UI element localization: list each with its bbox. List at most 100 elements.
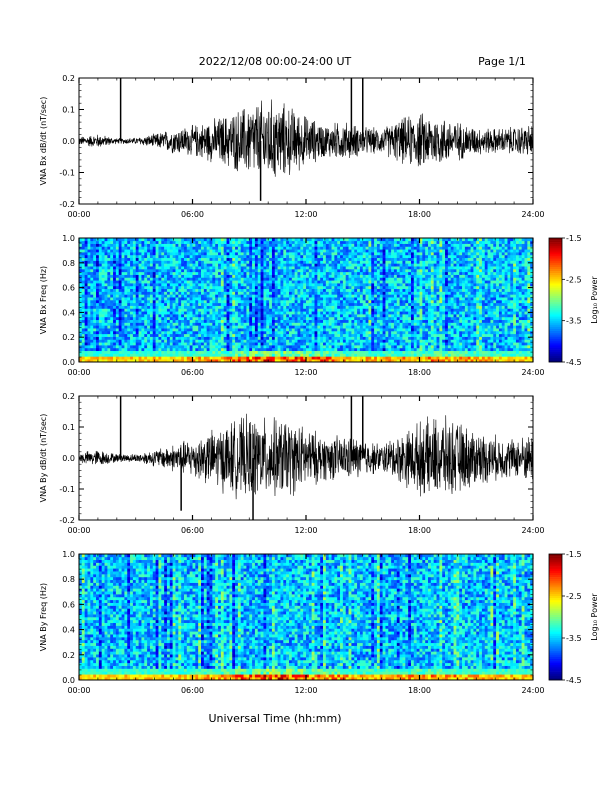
heatmap-cell <box>254 311 259 315</box>
heatmap-cell <box>235 266 239 270</box>
heatmap-cell <box>215 246 219 250</box>
x-tick-label: 06:00 <box>181 210 204 219</box>
heatmap-cell <box>254 331 259 335</box>
heatmap-cell <box>334 314 338 318</box>
heatmap-cell <box>337 240 341 244</box>
heatmap-cell <box>98 345 102 349</box>
heatmap-cell <box>226 260 230 264</box>
heatmap-cell <box>169 302 173 306</box>
heatmap-cell <box>203 331 207 335</box>
heatmap-cell <box>212 269 216 273</box>
heatmap-cell <box>368 283 372 287</box>
heatmap-cell <box>277 257 281 261</box>
heatmap-cell <box>291 269 295 273</box>
heatmap-cell <box>223 288 227 292</box>
heatmap-cell <box>87 260 91 264</box>
heatmap-cell <box>365 269 369 273</box>
heatmap-cell <box>337 322 341 326</box>
heatmap-cell <box>283 243 287 247</box>
heatmap-cell <box>155 331 159 335</box>
heatmap-cell <box>249 350 253 354</box>
heatmap-cell <box>87 350 91 354</box>
heatmap-cell <box>374 347 378 352</box>
heatmap-cell <box>388 266 392 270</box>
heatmap-cell <box>306 243 310 247</box>
heatmap-cell <box>286 302 290 306</box>
heatmap-cell <box>218 325 222 329</box>
heatmap-cell <box>328 274 332 278</box>
heatmap-cell <box>317 280 321 284</box>
heatmap-cell <box>127 308 131 312</box>
heatmap-cell <box>243 271 247 275</box>
heatmap-cell <box>144 283 148 287</box>
heatmap-cell <box>351 297 355 301</box>
heatmap-cell <box>209 291 213 295</box>
heatmap-cell <box>181 252 185 256</box>
heatmap-cell <box>320 333 324 337</box>
heatmap-cell <box>269 294 273 298</box>
heatmap-cell <box>379 308 383 312</box>
heatmap-cell <box>215 288 219 292</box>
heatmap-cell <box>81 294 85 298</box>
heatmap-cell <box>90 353 94 357</box>
heatmap-cell <box>280 246 284 250</box>
heatmap-cell <box>314 288 318 292</box>
heatmap-cell <box>368 328 372 332</box>
heatmap-cell <box>357 266 361 270</box>
x-tick-label: 12:00 <box>294 210 317 219</box>
heatmap-cell <box>147 359 151 363</box>
heatmap-cell <box>172 342 176 346</box>
heatmap-cell <box>249 257 253 261</box>
heatmap-cell <box>232 325 236 329</box>
heatmap-cell <box>98 325 102 329</box>
heatmap-cell <box>249 316 253 321</box>
heatmap-cell <box>130 252 134 256</box>
heatmap-cell <box>249 339 253 343</box>
heatmap-cell <box>84 305 88 309</box>
heatmap-cell <box>280 285 284 290</box>
heatmap-cell <box>158 269 162 273</box>
heatmap-cell <box>229 319 233 323</box>
heatmap-cell <box>147 342 151 346</box>
heatmap-cell <box>354 322 358 326</box>
heatmap-cell <box>320 347 324 352</box>
heatmap-cell <box>79 271 83 275</box>
heatmap-cell <box>158 257 162 261</box>
heatmap-cell <box>288 316 293 321</box>
heatmap-cell <box>311 314 315 318</box>
heatmap-cell <box>226 342 230 346</box>
heatmap-cell <box>388 274 392 278</box>
heatmap-cell <box>368 266 372 270</box>
heatmap-cell <box>195 359 199 363</box>
heatmap-cell <box>345 280 349 284</box>
heatmap-cell <box>311 322 315 326</box>
heatmap-cell <box>260 243 264 247</box>
heatmap-cell <box>132 271 137 275</box>
heatmap-cell <box>374 336 378 340</box>
heatmap-cell <box>149 271 154 275</box>
heatmap-cell <box>127 347 131 352</box>
heatmap-cell <box>325 333 329 337</box>
heatmap-cell <box>152 300 156 304</box>
heatmap-cell <box>135 316 139 321</box>
heatmap-cell <box>325 260 329 264</box>
heatmap-cell <box>269 356 273 360</box>
heatmap-cell <box>175 319 179 323</box>
heatmap-cell <box>98 350 102 354</box>
heatmap-cell <box>325 294 329 298</box>
heatmap-cell <box>348 339 352 343</box>
heatmap-cell <box>166 274 171 278</box>
heatmap-cell <box>325 319 329 323</box>
heatmap-cell <box>240 331 244 335</box>
heatmap-cell <box>357 300 361 304</box>
heatmap-cell <box>212 263 216 267</box>
heatmap-cell <box>115 350 120 354</box>
heatmap-cell <box>328 271 332 275</box>
heatmap-cell <box>141 291 145 295</box>
heatmap-cell <box>90 305 94 309</box>
heatmap-cell <box>209 305 213 309</box>
heatmap-cell <box>178 269 182 273</box>
heatmap-cell <box>155 302 159 306</box>
heatmap-cell <box>280 271 284 275</box>
heatmap-cell <box>357 285 361 290</box>
